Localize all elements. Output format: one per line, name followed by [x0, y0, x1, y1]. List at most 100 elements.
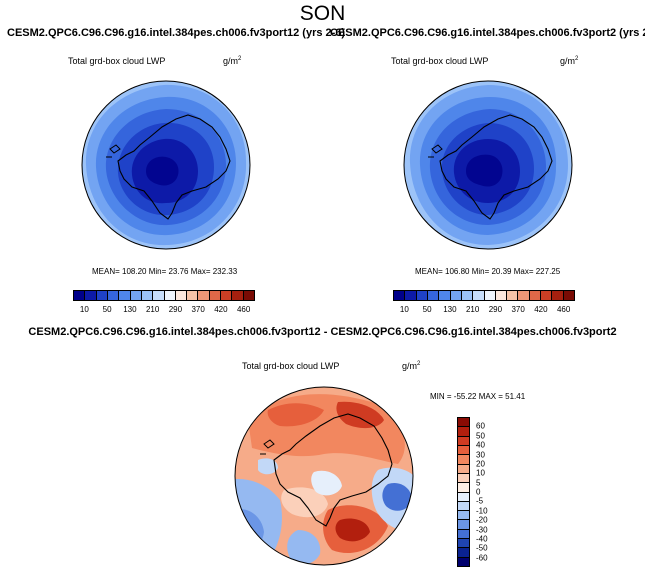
colorbar-swatch	[449, 291, 461, 300]
panel2-map	[403, 80, 573, 250]
panel2-case-title: CESM2.QPC6.C96.C96.g16.intel.384pes.ch00…	[330, 27, 645, 39]
diff-stats: MIN = -55.22 MAX = 51.41	[430, 392, 526, 401]
panel1-map-border	[81, 80, 251, 250]
colorbar-tick-label: 210	[145, 305, 160, 314]
diff-coastline	[273, 413, 393, 527]
colorbar-swatch	[426, 291, 439, 300]
colorbar-tick-label: -10	[476, 506, 488, 516]
colorbar-swatch	[458, 538, 469, 548]
colorbar-tick-label: 460	[556, 305, 571, 314]
colorbar-swatch	[74, 291, 85, 300]
colorbar-swatch	[458, 435, 469, 445]
season-title: SON	[299, 2, 346, 25]
diff-field	[235, 387, 413, 565]
colorbar-tick-label: 130	[123, 305, 137, 314]
panel2-coastline	[439, 114, 553, 220]
colorbar-swatch	[231, 291, 243, 300]
colorbar-tick-label: 50	[102, 305, 112, 314]
colorbar-swatch	[460, 291, 473, 300]
colorbar-swatch	[458, 418, 469, 427]
panel1-stats: MEAN= 108.20 Min= 23.76 Max= 232.33	[92, 267, 238, 276]
colorbar-swatch	[494, 291, 507, 300]
colorbar-tick-label: 460	[236, 305, 251, 314]
panel1-map	[81, 80, 251, 250]
colorbar-swatch	[152, 291, 164, 300]
colorbar-swatch	[458, 556, 469, 566]
colorbar-swatch	[483, 291, 495, 300]
colorbar-tick-label: 40	[476, 440, 485, 450]
colorbar-swatch	[458, 528, 469, 539]
colorbar-swatch	[415, 291, 427, 300]
colorbar-swatch	[220, 291, 232, 300]
colorbar-swatch	[528, 291, 541, 300]
colorbar-tick-label: 10	[399, 305, 409, 314]
colorbar-swatch	[458, 463, 469, 473]
panel2-stats: MEAN= 106.80 Min= 20.39 Max= 227.25	[415, 267, 561, 276]
colorbar-tick-label: 290	[488, 305, 503, 314]
diff-variable-title: Total grd-box cloud LWP	[242, 361, 340, 371]
colorbar-tick-label: 50	[476, 431, 485, 441]
panel2-colorbar	[393, 290, 575, 301]
colorbar-tick-label: 60	[476, 421, 485, 431]
colorbar-swatch	[458, 491, 469, 501]
colorbar-tick-label: -60	[476, 553, 488, 563]
colorbar-tick-label: 420	[214, 305, 228, 314]
colorbar-swatch	[95, 291, 107, 300]
colorbar-tick-label: 290	[168, 305, 183, 314]
colorbar-tick-label: 210	[465, 305, 480, 314]
panel2-colorbar-labels: 10 50 130 210 290 370 420 460	[393, 305, 575, 317]
colorbar-tick-label: 370	[191, 305, 205, 314]
colorbar-tick-label: 50	[422, 305, 432, 314]
colorbar-swatch	[129, 291, 141, 300]
panel1-units: g/m2	[223, 56, 242, 66]
colorbar-swatch	[458, 519, 469, 529]
colorbar-tick-label: 420	[534, 305, 548, 314]
panel1-variable-title: Total grd-box cloud LWP	[68, 56, 166, 66]
colorbar-swatch	[140, 291, 153, 300]
colorbar-tick-label: 130	[443, 305, 457, 314]
colorbar-tick-label: -20	[476, 515, 488, 525]
colorbar-swatch	[163, 291, 175, 300]
colorbar-swatch	[551, 291, 563, 300]
colorbar-tick-label: 30	[476, 450, 485, 459]
colorbar-swatch	[394, 291, 405, 300]
colorbar-swatch	[458, 426, 469, 436]
diff-units: g/m2	[402, 361, 421, 371]
colorbar-swatch	[517, 291, 529, 300]
colorbar-swatch	[118, 291, 130, 300]
panel1-colorbar	[73, 290, 255, 301]
colorbar-swatch	[458, 510, 469, 520]
colorbar-swatch	[458, 444, 469, 455]
colorbar-swatch	[242, 291, 254, 300]
panel2-map-border	[403, 80, 573, 250]
colorbar-swatch	[404, 291, 416, 300]
colorbar-tick-label: 0	[476, 487, 481, 497]
colorbar-swatch	[197, 291, 209, 300]
colorbar-tick-label: 10	[476, 468, 485, 478]
panel2-field	[404, 81, 572, 249]
colorbar-swatch	[174, 291, 187, 300]
colorbar-tick-label: -50	[476, 543, 488, 553]
colorbar-swatch	[562, 291, 574, 300]
colorbar-swatch	[458, 454, 469, 464]
panel2-units: g/m2	[560, 56, 579, 66]
colorbar-swatch	[106, 291, 119, 300]
panel1-coastline	[117, 114, 231, 220]
colorbar-swatch	[186, 291, 198, 300]
diff-map	[234, 386, 414, 566]
diff-case-title: CESM2.QPC6.C96.C96.g16.intel.384pes.ch00…	[28, 326, 617, 338]
colorbar-tick-label: 20	[476, 459, 485, 469]
colorbar-tick-label: 10	[79, 305, 89, 314]
colorbar-swatch	[472, 291, 484, 300]
colorbar-swatch	[540, 291, 552, 300]
panel1-field	[82, 81, 250, 249]
colorbar-swatch	[506, 291, 518, 300]
colorbar-tick-label: 370	[511, 305, 525, 314]
colorbar-swatch	[458, 547, 469, 557]
colorbar-tick-label: 5	[476, 478, 481, 488]
diff-map-border	[234, 386, 414, 566]
colorbar-tick-label: -40	[476, 534, 488, 544]
panel1-colorbar-labels: 10 50 130 210 290 370 420 460	[73, 305, 255, 317]
colorbar-swatch	[84, 291, 96, 300]
colorbar-swatch	[208, 291, 221, 300]
